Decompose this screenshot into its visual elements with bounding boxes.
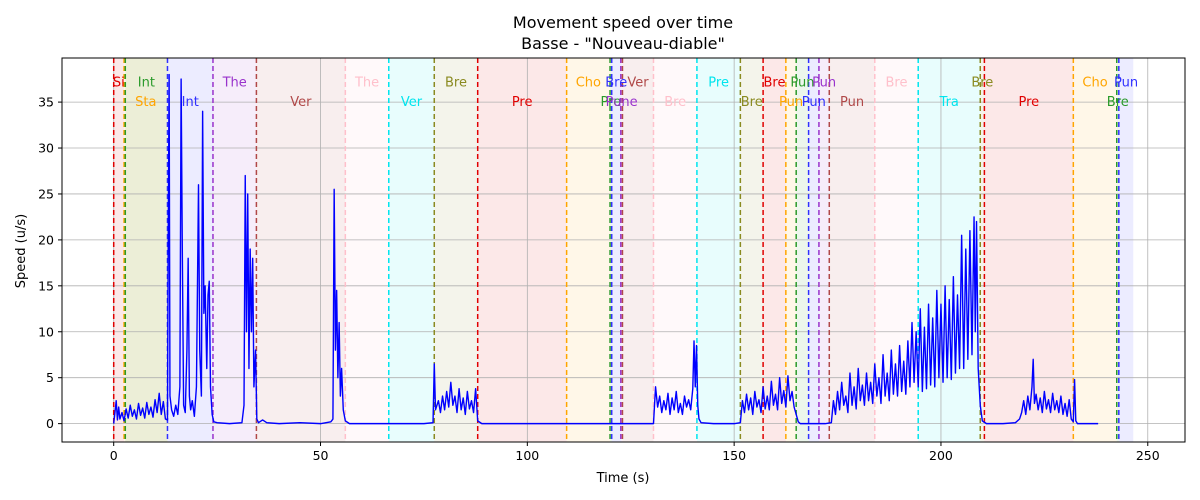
segment-label: Int: [138, 75, 155, 90]
segment-band: [113, 58, 125, 442]
x-tick-label: 150: [722, 448, 746, 463]
segment-band: [611, 58, 621, 442]
segment-band: [763, 58, 786, 442]
y-axis-label: Speed (u/s): [14, 214, 29, 288]
segment-band: [125, 58, 168, 442]
y-tick-label: 10: [38, 324, 54, 339]
chart-title: Movement speed over time: [513, 13, 733, 32]
segment-band: [1116, 58, 1119, 442]
segment-label: The: [354, 75, 379, 90]
segment-band: [345, 58, 389, 442]
x-tick-label: 100: [515, 448, 539, 463]
segment-band: [740, 58, 764, 442]
segment-label: Pun: [779, 95, 803, 110]
segment-label: Pun: [802, 95, 826, 110]
y-tick-label: 35: [38, 95, 54, 110]
y-tick-label: 5: [46, 370, 54, 385]
segment-band: [796, 58, 809, 442]
segment-band: [566, 58, 611, 442]
segment-band: [984, 58, 1074, 442]
segment-label: Pre: [512, 95, 533, 110]
segment-band: [434, 58, 478, 442]
segment-label: Ver: [290, 95, 312, 110]
segment-band: [610, 58, 612, 442]
x-axis-ticks: 0 50 100 150 200 250: [110, 442, 1160, 463]
x-tick-label: 200: [929, 448, 953, 463]
segment-label: Pre: [1019, 95, 1040, 110]
segment-label: Si: [113, 75, 125, 90]
segment-label: Pre: [708, 75, 729, 90]
x-axis-label: Time (s): [596, 471, 650, 486]
segment-label: Pun: [1114, 75, 1138, 90]
segment-band: [1073, 58, 1117, 442]
segment-label: Pun: [840, 95, 864, 110]
y-tick-label: 30: [38, 141, 54, 156]
segment-labels: SiStaIntIntTheVerTheVerBrePreChoPreBrePu…: [113, 75, 1138, 109]
segment-band: [818, 58, 830, 442]
segment-band: [388, 58, 435, 442]
y-tick-label: 25: [38, 186, 54, 201]
segment-label: Pune: [606, 95, 638, 110]
y-tick-label: 15: [38, 278, 54, 293]
segment-label: Pun: [790, 75, 814, 90]
segment-label: Cho: [1082, 75, 1107, 90]
segment-label: Bre: [445, 75, 467, 90]
segment-label: Cho: [576, 75, 601, 90]
segment-band: [477, 58, 567, 442]
segment-label: Bre: [664, 95, 686, 110]
y-axis-ticks: 0 5 10 15 20 25 30 35: [38, 95, 62, 431]
chart-subtitle: Basse - "Nouveau-diable": [521, 34, 725, 53]
speed-line: [113, 73, 1099, 425]
segment-label: Tra: [939, 95, 959, 110]
speed-series: [113, 73, 1099, 425]
plot-frame: [61, 57, 1186, 443]
segment-band: [167, 58, 213, 442]
segment-label: Ver: [627, 75, 649, 90]
segment-label: Pun: [812, 75, 836, 90]
x-tick-label: 250: [1136, 448, 1160, 463]
segment-label: Int: [182, 95, 199, 110]
segment-label: Bre: [741, 95, 763, 110]
segment-band: [808, 58, 819, 442]
y-tick-label: 20: [38, 232, 54, 247]
segment-label: Bre: [886, 75, 908, 90]
segment-label: Bre: [971, 75, 993, 90]
x-tick-label: 0: [110, 448, 118, 463]
segment-label: Sta: [135, 95, 156, 110]
segment-band: [256, 58, 346, 442]
segment-label: The: [222, 75, 247, 90]
segment-band: [1118, 58, 1134, 442]
segment-label: Bre: [605, 75, 627, 90]
segment-band: [980, 58, 985, 442]
segment-band: [653, 58, 697, 442]
segment-band: [622, 58, 654, 442]
segment-label: Ver: [401, 95, 423, 110]
segment-label: Bre: [763, 75, 785, 90]
segment-band: [785, 58, 797, 442]
segment-label: Pre: [601, 95, 622, 110]
y-tick-label: 0: [46, 416, 54, 431]
segment-band: [620, 58, 623, 442]
segment-label: Bre: [1107, 95, 1129, 110]
x-tick-label: 50: [313, 448, 329, 463]
segment-band: [918, 58, 981, 442]
